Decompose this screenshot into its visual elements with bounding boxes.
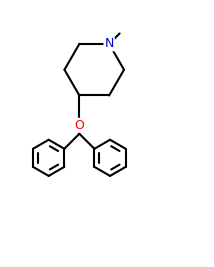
Text: N: N bbox=[104, 37, 114, 50]
Text: O: O bbox=[74, 119, 84, 132]
